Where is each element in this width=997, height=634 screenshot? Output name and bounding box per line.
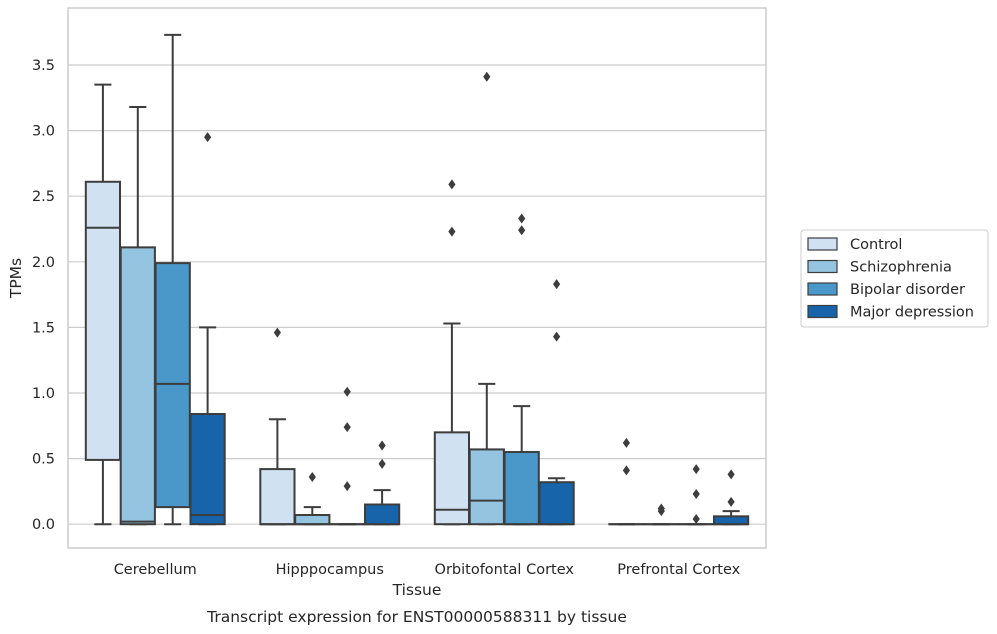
outlier-point bbox=[343, 481, 351, 492]
y-tick-label: 2.0 bbox=[32, 255, 55, 271]
outlier-point bbox=[657, 503, 665, 514]
x-tick-label: Hipppocampus bbox=[276, 562, 384, 578]
outlier-point bbox=[378, 440, 386, 451]
box-2-0 bbox=[433, 179, 471, 526]
outlier-point bbox=[343, 422, 351, 433]
box bbox=[363, 503, 401, 526]
y-tick-label: 3.0 bbox=[32, 124, 55, 140]
y-tick-label: 1.0 bbox=[32, 386, 55, 402]
box-1-0 bbox=[259, 327, 296, 526]
outlier-point bbox=[204, 132, 212, 143]
outlier-point bbox=[692, 513, 700, 524]
legend: Control Schizophrenia Bipolar disorder Majo… bbox=[800, 229, 989, 328]
box-3-0 bbox=[608, 437, 645, 526]
box bbox=[294, 514, 331, 526]
box bbox=[154, 262, 191, 509]
y-tick-label: 0.5 bbox=[32, 452, 55, 468]
x-axis-label: Tissue bbox=[392, 581, 442, 599]
box-groups bbox=[84, 33, 750, 526]
outlier-point bbox=[308, 471, 316, 482]
box-0-3 bbox=[189, 132, 226, 526]
box-3-3 bbox=[712, 469, 750, 526]
box-2-3 bbox=[538, 279, 575, 526]
legend-label: Schizophrenia bbox=[850, 260, 952, 276]
box-2-2 bbox=[503, 213, 540, 526]
legend-box bbox=[800, 229, 989, 328]
legend-label: Bipolar disorder bbox=[850, 282, 965, 298]
outlier-point bbox=[553, 279, 561, 290]
box-0-2 bbox=[154, 33, 191, 526]
y-axis-ticks: 0.0 0.5 1.0 1.5 2.0 2.5 3.0 3.5 bbox=[32, 58, 55, 533]
y-tick-label: 0.0 bbox=[32, 517, 55, 533]
box bbox=[503, 451, 540, 526]
x-axis-ticks: Cerebellum Hipppocampus Orbitofontal Corte… bbox=[114, 562, 741, 578]
x-tick-label: Orbitofontal Cortex bbox=[435, 562, 575, 578]
outlier-point bbox=[553, 331, 561, 342]
box bbox=[468, 448, 505, 526]
box-1-1 bbox=[294, 471, 331, 526]
box bbox=[712, 515, 750, 526]
y-axis-label: TPMs bbox=[7, 258, 25, 299]
outlier-point bbox=[692, 489, 700, 500]
outlier-point bbox=[692, 464, 700, 475]
outlier-point bbox=[622, 465, 630, 476]
y-tick-label: 1.5 bbox=[32, 320, 55, 336]
outlier-point bbox=[378, 458, 386, 469]
outlier-point bbox=[448, 179, 456, 190]
box-2-1 bbox=[468, 71, 505, 526]
chart-caption: Transcript expression for ENST0000058831… bbox=[206, 608, 627, 626]
y-tick-label: 3.5 bbox=[32, 58, 55, 74]
y-tick-label: 2.5 bbox=[32, 189, 55, 205]
x-tick-label: Prefrontal Cortex bbox=[617, 562, 740, 578]
outlier-point bbox=[448, 226, 456, 237]
box-1-2 bbox=[329, 386, 366, 526]
outlier-point bbox=[622, 437, 630, 448]
x-tick-label: Cerebellum bbox=[114, 562, 197, 578]
legend-label: Control bbox=[850, 237, 902, 253]
legend-swatch bbox=[807, 304, 838, 319]
box-0-0 bbox=[84, 83, 122, 526]
box-3-1 bbox=[643, 503, 680, 526]
box-3-2 bbox=[678, 464, 715, 526]
box bbox=[538, 481, 575, 526]
outlier-point bbox=[518, 213, 526, 224]
box bbox=[259, 468, 296, 526]
outlier-point bbox=[483, 71, 491, 82]
outlier-point bbox=[343, 386, 351, 397]
outlier-point bbox=[727, 469, 735, 480]
box-0-1 bbox=[119, 105, 156, 526]
legend-label: Major depression bbox=[850, 305, 974, 321]
outlier-point bbox=[273, 327, 281, 338]
outlier-point bbox=[518, 225, 526, 236]
legend-swatch bbox=[807, 259, 838, 274]
box bbox=[119, 246, 156, 526]
outlier-point bbox=[727, 496, 735, 507]
box bbox=[84, 180, 122, 461]
box-1-3 bbox=[363, 440, 401, 526]
legend-swatch bbox=[807, 237, 838, 251]
plot-frame bbox=[67, 7, 767, 549]
box bbox=[189, 412, 226, 526]
legend-swatch bbox=[807, 282, 838, 296]
